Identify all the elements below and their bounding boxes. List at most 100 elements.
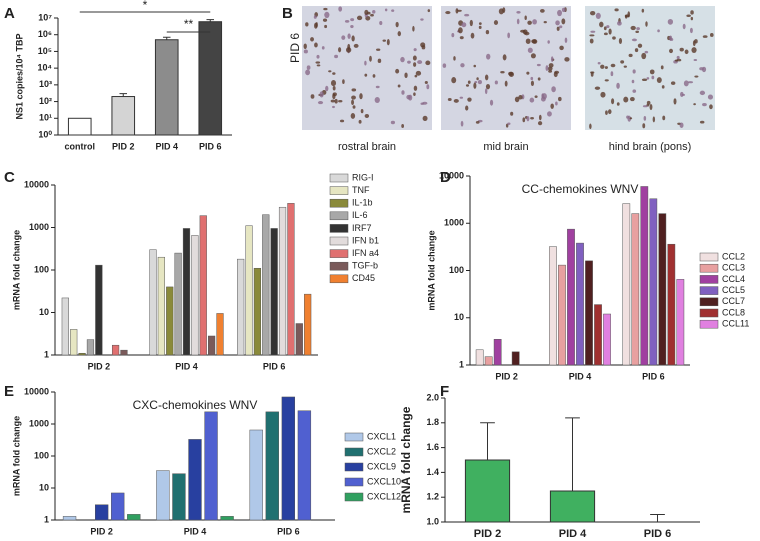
stained-cell — [420, 42, 426, 48]
legend-swatch — [699, 297, 719, 307]
stained-cell — [507, 122, 511, 125]
stained-cell — [425, 60, 431, 66]
legend-swatch — [344, 462, 364, 472]
bar — [62, 516, 77, 521]
stained-cell — [306, 65, 311, 70]
stained-cell — [537, 121, 543, 126]
bar — [120, 349, 128, 356]
error-bar — [119, 93, 128, 97]
stained-cell — [412, 55, 417, 61]
legend-swatch — [329, 173, 349, 183]
stained-cell — [502, 7, 506, 13]
stained-cell — [524, 31, 530, 36]
stained-cell — [564, 57, 570, 62]
stained-cell — [693, 103, 696, 106]
stained-cell — [484, 88, 488, 95]
stained-cell — [316, 54, 320, 59]
image-caption: mid brain — [483, 141, 528, 153]
stained-cell — [547, 40, 550, 44]
bar — [198, 21, 223, 136]
stained-cell — [604, 79, 609, 82]
stained-cell — [616, 102, 620, 106]
stained-cell — [641, 78, 648, 82]
stained-cell — [395, 21, 399, 28]
legend-swatch — [329, 211, 349, 221]
stained-cell — [305, 69, 311, 76]
stained-cell — [624, 14, 630, 18]
bar — [216, 313, 224, 356]
stained-cell — [636, 27, 640, 31]
y-tick-label: 10⁷ — [38, 12, 52, 22]
legend-swatch — [329, 186, 349, 195]
stained-cell — [467, 97, 472, 102]
stained-cell — [610, 71, 614, 77]
x-tick-label: PID 6 — [277, 526, 300, 536]
y-axis-label: mRNA fold change — [426, 230, 436, 310]
stained-cell — [543, 20, 547, 24]
stained-cell — [589, 123, 592, 130]
stained-cell — [618, 38, 623, 45]
panel-letter: D — [440, 169, 451, 186]
stained-cell — [376, 48, 381, 51]
stained-cell — [617, 21, 622, 26]
stained-cell — [689, 27, 693, 34]
stained-cell — [485, 84, 491, 90]
panel-letter: F — [440, 383, 449, 400]
stained-cell — [305, 22, 309, 27]
y-tick-label: 1 — [44, 349, 49, 359]
stained-cell — [420, 18, 424, 21]
stained-cell — [660, 65, 664, 70]
stained-cell — [321, 46, 325, 50]
legend-label: CXCL12 — [367, 491, 401, 501]
stained-cell — [494, 80, 498, 85]
bar — [166, 286, 174, 356]
y-tick-label: 1000 — [29, 222, 49, 232]
stained-cell — [531, 39, 537, 44]
bar — [86, 339, 95, 356]
stained-cell — [662, 115, 666, 121]
stained-cell — [520, 29, 526, 33]
bar — [631, 213, 640, 366]
stained-cell — [486, 53, 491, 60]
stained-cell — [422, 101, 428, 105]
legend-label: IFN a4 — [352, 248, 379, 258]
stained-cell — [451, 33, 455, 38]
stained-cell — [459, 96, 464, 99]
stained-cell — [554, 70, 560, 74]
bar — [95, 264, 103, 356]
y-tick-label: 10⁰ — [38, 129, 52, 139]
stained-cell — [680, 91, 684, 97]
stained-cell — [530, 80, 535, 86]
bar — [511, 351, 520, 366]
stained-cell — [414, 74, 418, 78]
stained-cell — [470, 32, 475, 39]
stained-cell — [351, 95, 356, 100]
stained-cell — [338, 100, 343, 103]
legend-swatch — [699, 319, 719, 329]
bar — [297, 410, 312, 521]
stained-cell — [473, 64, 477, 68]
stained-cell — [530, 53, 536, 59]
legend-label: CXCL1 — [367, 431, 396, 441]
stained-cell — [518, 95, 523, 100]
legend-swatch — [329, 261, 349, 271]
stained-cell — [594, 86, 601, 90]
stained-cell — [702, 103, 707, 107]
stained-cell — [406, 94, 411, 100]
stained-cell — [330, 99, 336, 103]
stained-cell — [374, 97, 380, 103]
stained-cell — [516, 18, 520, 25]
stained-cell — [322, 18, 328, 22]
stained-cell — [485, 29, 490, 35]
legend-swatch — [699, 252, 719, 262]
y-tick-label: 2.0 — [426, 392, 439, 402]
legend-swatch — [344, 447, 364, 457]
x-tick-label: PID 2 — [474, 528, 502, 540]
stained-cell — [386, 38, 390, 46]
y-tick-label: 1.6 — [426, 442, 439, 452]
stained-cell — [557, 9, 562, 17]
stained-cell — [412, 25, 415, 32]
stained-cell — [616, 82, 620, 89]
y-tick-label: 1000 — [444, 218, 464, 228]
bar — [658, 213, 667, 366]
